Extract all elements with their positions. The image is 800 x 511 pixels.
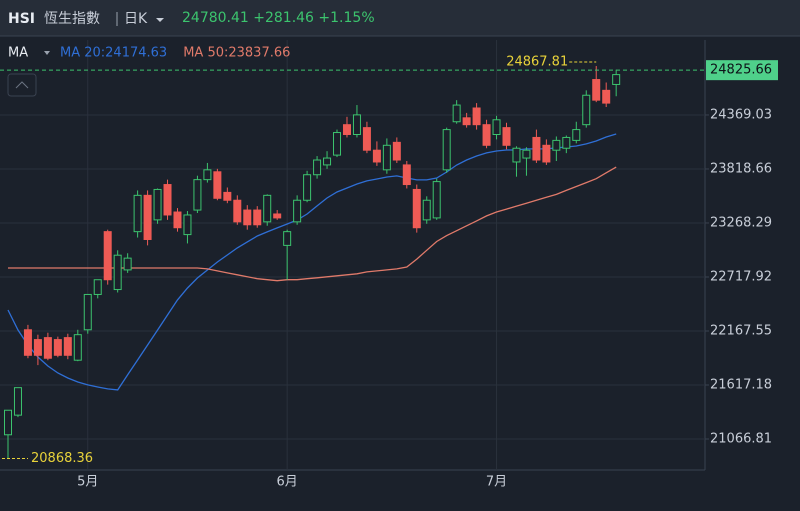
collapse-button[interactable] <box>7 73 37 97</box>
last-price-box <box>706 60 778 81</box>
candle-body <box>562 136 571 149</box>
header-bar <box>0 0 800 36</box>
candle-body <box>283 231 292 246</box>
candle-body <box>273 213 282 219</box>
candle-body <box>263 194 272 223</box>
y-tick-label: 21617.18 <box>710 378 772 393</box>
period-dropdown[interactable] <box>156 18 164 22</box>
candle-body <box>33 339 42 356</box>
candle-body <box>422 199 431 221</box>
candle-body <box>462 117 471 126</box>
candle-body <box>153 188 162 221</box>
x-tick-label: 6月 <box>277 475 298 490</box>
symbol[interactable]: HSI <box>8 11 35 27</box>
candle-body <box>13 387 22 416</box>
candle-body <box>512 147 521 163</box>
candle-body <box>253 209 262 226</box>
candle-body <box>592 79 601 101</box>
quote: 24780.41 +281.46 +1.15% <box>182 10 375 26</box>
candle-body <box>83 293 92 331</box>
candle-body <box>183 214 192 236</box>
ma-line <box>7 133 617 391</box>
candle-body <box>313 159 322 176</box>
candle-body <box>362 127 371 151</box>
candle-body <box>43 337 52 359</box>
candle-body <box>93 279 102 295</box>
candle-body <box>432 181 441 219</box>
candle-body <box>163 184 172 216</box>
last-price-label: 24825.66 <box>710 63 772 78</box>
candle-body <box>472 107 481 126</box>
candle-body <box>333 132 342 156</box>
index-name: 恆生指數 <box>44 11 100 27</box>
candle-body <box>143 194 152 240</box>
candle-body <box>452 104 461 123</box>
candle-body <box>602 89 611 104</box>
candle-body <box>223 191 232 201</box>
collapse-icon <box>15 81 29 89</box>
candle-body <box>382 144 391 171</box>
candle-body <box>73 334 82 361</box>
candle-body <box>492 119 501 135</box>
candle-body <box>233 199 242 223</box>
candle-body <box>402 164 411 186</box>
candle-body <box>173 211 182 229</box>
candle-body <box>193 179 202 211</box>
legend-entry: MA 20:24174.63 <box>60 46 167 61</box>
candle-body <box>582 94 591 126</box>
y-tick-label: 23268.29 <box>710 215 772 230</box>
candle-body <box>23 329 32 356</box>
candle-body <box>572 129 581 141</box>
candle-body <box>53 339 62 356</box>
candle-body <box>342 124 351 135</box>
candle-body <box>113 254 122 291</box>
candle-body <box>293 199 302 223</box>
period[interactable]: 日K <box>124 11 148 27</box>
x-tick-label: 5月 <box>77 475 98 490</box>
candle-body <box>392 141 401 161</box>
candle-body <box>243 209 252 226</box>
x-tick-label: 7月 <box>486 475 507 490</box>
y-tick-label: 22717.92 <box>710 269 772 284</box>
candle-body <box>522 149 531 159</box>
min-annotation: 20868.36 <box>31 451 93 466</box>
candle-body <box>213 171 222 199</box>
max-annotation: 24867.81 <box>506 55 568 70</box>
legend-entry: MA 50:23837.66 <box>183 46 290 61</box>
candle-body <box>442 129 451 171</box>
candle-body <box>352 114 361 135</box>
candle-body <box>133 194 142 233</box>
candle-body <box>482 124 491 146</box>
candle-body <box>372 149 381 163</box>
candle-body <box>502 127 511 146</box>
candle-body <box>612 74 621 85</box>
y-tick-label: 22167.55 <box>710 323 772 338</box>
indicator[interactable]: MA <box>8 46 28 61</box>
y-tick-label: 21066.81 <box>710 432 772 447</box>
candle-body <box>303 174 312 201</box>
candle-body <box>4 409 12 436</box>
y-tick-label: 23818.66 <box>710 161 772 176</box>
ma-line <box>8 166 617 282</box>
candle-body <box>323 157 332 166</box>
candle-body <box>552 139 561 151</box>
candle-body <box>63 337 72 356</box>
indicator-dropdown[interactable] <box>44 51 50 55</box>
candle-body <box>103 231 112 281</box>
candle-body <box>532 136 541 161</box>
candle-body <box>123 257 132 271</box>
y-tick-label: 24369.03 <box>710 107 772 122</box>
candle-body <box>412 188 421 229</box>
candle-body <box>203 169 212 181</box>
candle-body <box>542 144 551 163</box>
